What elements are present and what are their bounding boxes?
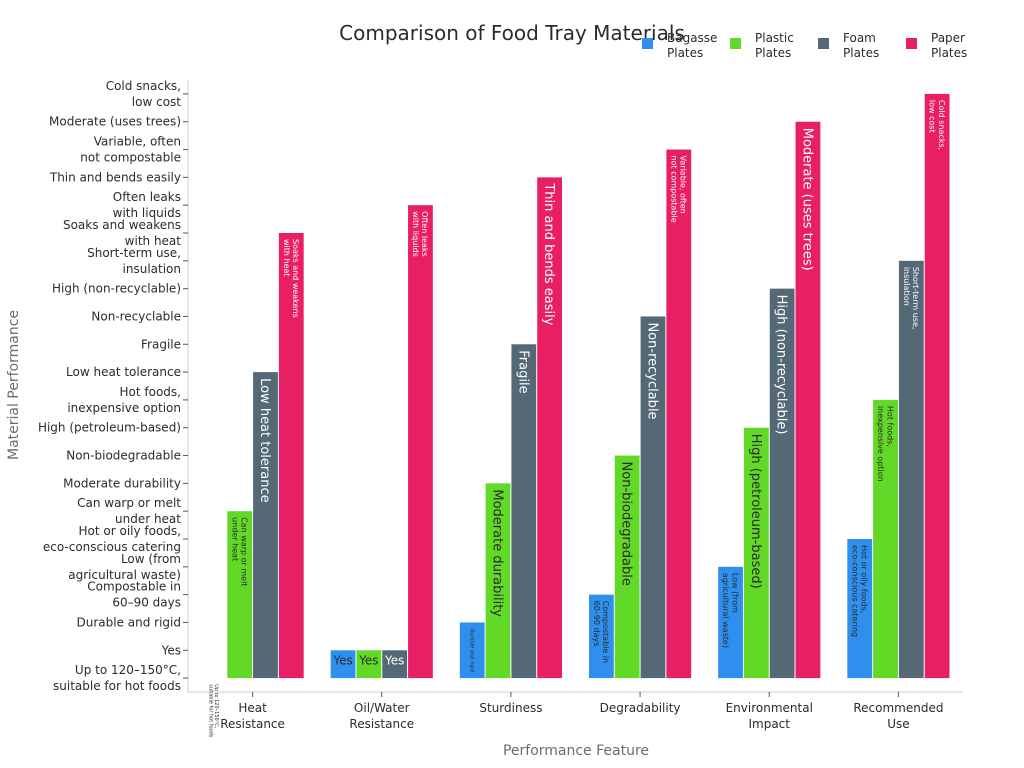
y-tick-label: Fragile (141, 337, 181, 351)
bar (278, 233, 304, 679)
bar-value-label: Yes (332, 653, 352, 667)
y-tick-label: Compostable in 60–90 days (87, 580, 181, 610)
x-tick-label: Degradability (600, 701, 681, 715)
bar (485, 483, 511, 679)
y-tick-label: Moderate (uses trees) (49, 115, 181, 129)
bar-value-label: Soaks and weakenswith heat (282, 239, 300, 318)
bar-value-label: Often leakswith liquids (411, 211, 429, 257)
bar-value-label: Can warp or meltunder heat (230, 517, 248, 586)
bar (873, 399, 898, 679)
y-tick-label: Thin and bends easily (49, 170, 181, 184)
bar-value-label: Yes (384, 653, 404, 667)
bar (459, 622, 485, 679)
bar-value-label: Cold snacks,low cost (928, 100, 946, 150)
bar-value-label: Non-recyclable (644, 322, 659, 419)
bar-value-label: Yes (358, 653, 378, 667)
legend-swatch (730, 38, 741, 49)
bar (614, 455, 640, 679)
legend: Bagasse Plates Plastic Plates Foam Plates Pape… (642, 31, 967, 60)
y-tick-label: High (non-recyclable) (52, 282, 181, 296)
bar-value-label: Thin and bends easily (541, 182, 556, 325)
bar-value-label: Low (fromagricultural waste) (721, 573, 739, 648)
bar-value-label: Durable and rigid (468, 628, 474, 672)
y-tick-label: Variable, often not compostable (80, 135, 181, 165)
bar-value-label: Hot or oily foods,eco-conscious catering (850, 545, 868, 637)
bar-value-label: Low heat tolerance (257, 378, 272, 503)
y-tick-label: Often leaks with liquids (113, 190, 181, 220)
y-tick-label: Low (from agricultural waste) (68, 552, 181, 582)
y-tick-label: Soaks and weakens with heat (63, 218, 181, 248)
y-tick-label: Up to 120–150°C, suitable for hot foods (53, 663, 181, 693)
legend-swatch (906, 38, 917, 49)
x-tick-label: Environmental Impact (726, 701, 813, 731)
bar-value-label: Compostable in60–90 days (592, 601, 610, 664)
legend-label: Plastic Plates (755, 31, 794, 60)
y-tick-label: Hot foods, inexpensive option (67, 385, 181, 415)
y-tick-label: Durable and rigid (76, 615, 181, 629)
bar-value-label: Hot foods,inexpensive option (876, 406, 894, 482)
bar (640, 316, 666, 679)
bar (511, 344, 537, 679)
bar (666, 149, 692, 679)
bar (795, 121, 821, 679)
bar-value-label: Moderate (uses trees) (799, 128, 814, 271)
x-tick-labels: Heat Resistance Oil/Water Resistance Sturdin… (220, 692, 943, 731)
bar (382, 650, 408, 679)
bar-value-label: Fragile (515, 350, 530, 393)
bar (743, 427, 769, 679)
x-tick-label: Heat Resistance (220, 701, 285, 731)
bar (718, 566, 743, 679)
bar (408, 205, 433, 679)
bar (356, 650, 382, 679)
x-axis-label: Performance Feature (503, 743, 649, 759)
bar (847, 539, 873, 679)
bar-value-label: Short-term use,insulation (902, 267, 920, 330)
bar (924, 93, 950, 679)
legend-swatch (642, 38, 653, 49)
bar-value-label: High (petroleum-based) (748, 434, 763, 589)
bar-value-label: High (non-recyclable) (774, 295, 789, 435)
x-tick-label: Oil/Water Resistance (349, 701, 414, 731)
bars: Up to 120–150°C,suitable for hot foods Ye… (207, 93, 950, 738)
x-tick-label: Sturdiness (479, 701, 542, 715)
bar-value-label: Moderate durability (490, 489, 505, 617)
legend-label: Foam Plates (843, 31, 879, 60)
bar (898, 260, 924, 679)
y-tick-label: Moderate durability (63, 476, 181, 490)
legend-label: Bagasse Plates (667, 31, 717, 60)
bar (537, 177, 563, 679)
legend-label: Paper Plates (931, 31, 967, 60)
bar (330, 650, 356, 679)
y-tick-label: Cold snacks, low cost (106, 79, 182, 109)
y-tick-label: Hot or oily foods, eco-conscious catering (43, 524, 181, 554)
y-tick-label: Can warp or melt under heat (77, 496, 181, 526)
legend-swatch (818, 38, 829, 49)
bar-value-label: Variable, oftennot compostable (669, 156, 687, 223)
y-tick-label: Non-biodegradable (66, 449, 181, 463)
y-tick-label: Yes (161, 643, 181, 657)
y-tick-label: High (petroleum-based) (38, 421, 181, 435)
bar (588, 594, 614, 679)
chart-title: Comparison of Food Tray Materials (339, 21, 685, 45)
bar-value-label: Non-biodegradable (619, 462, 634, 586)
y-tick-label: Non-recyclable (91, 309, 181, 323)
y-tick-label: Low heat tolerance (66, 365, 181, 379)
y-tick-labels: Up to 120–150°C, suitable for hot foods Ye… (38, 79, 188, 693)
y-axis-label: Material Performance (6, 310, 22, 460)
x-tick-label: Recommended Use (853, 701, 943, 731)
bar-value-label: Up to 120–150°C,suitable for hot foods (207, 684, 219, 738)
bar (769, 288, 795, 679)
y-tick-label: Short-term use, insulation (87, 246, 181, 276)
axes (187, 80, 963, 693)
bar (227, 511, 253, 679)
bar (253, 372, 278, 679)
